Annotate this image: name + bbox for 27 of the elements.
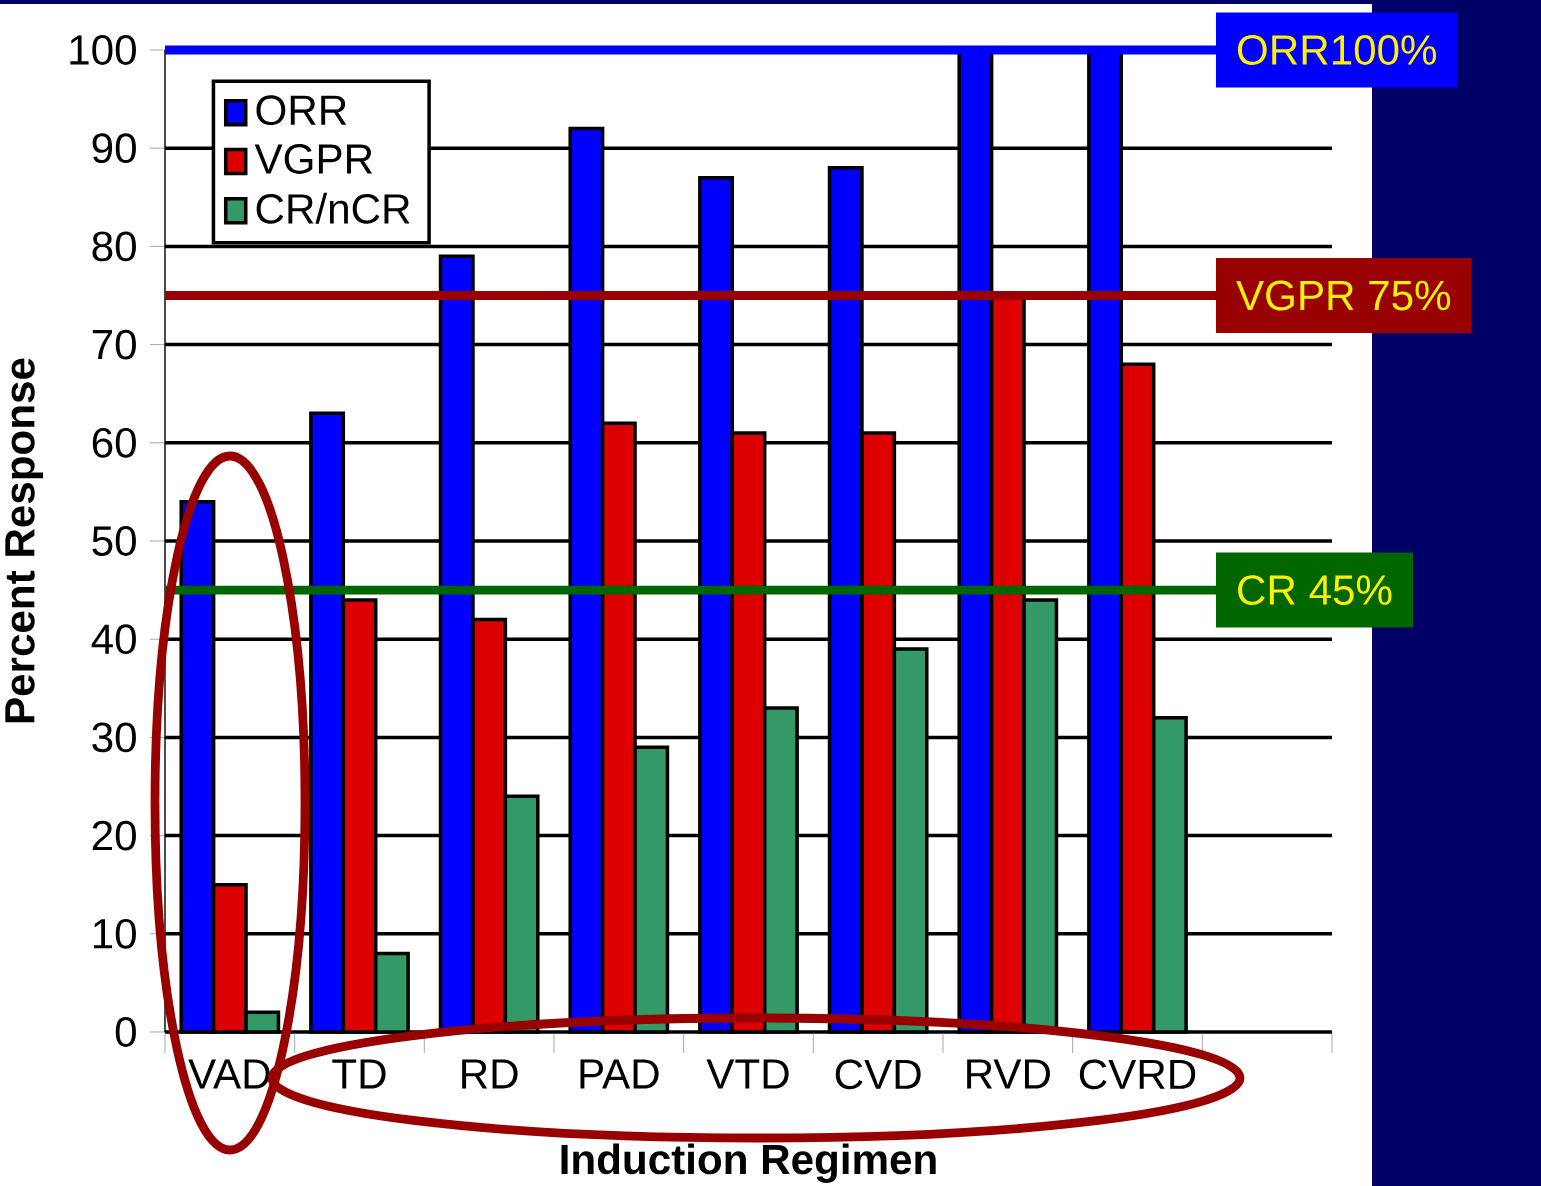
- y-tick-label: 20: [92, 820, 136, 851]
- x-tick-label: VTD: [706, 1059, 789, 1089]
- y-tick-label: 70: [92, 329, 136, 360]
- x-tick-label: TD: [332, 1059, 386, 1089]
- y-tick-label: 40: [91, 624, 136, 655]
- x-tick-label: RD: [462, 1059, 518, 1089]
- y-tick-label: 90: [92, 133, 136, 164]
- x-tick-label: PAD: [580, 1059, 659, 1089]
- y-tick-label: 60: [92, 427, 136, 458]
- ref-line-label: CR 45%: [1238, 575, 1392, 605]
- legend-label: CR/nCR: [256, 192, 410, 224]
- x-axis-title: Induction Regimen: [561, 1143, 936, 1183]
- x-tick-label: CVD: [835, 1059, 921, 1090]
- x-tick-label: VAD: [188, 1059, 270, 1089]
- y-tick-label: 80: [92, 231, 136, 262]
- y-tick-label: 10: [93, 918, 136, 949]
- y-tick-label: 0: [115, 1017, 136, 1047]
- x-tick-label: CVRD: [1079, 1059, 1196, 1090]
- y-tick-label: 100: [70, 35, 136, 65]
- x-tick-label: RVD: [967, 1059, 1050, 1089]
- y-tick-label: 50: [92, 526, 136, 556]
- legend-label: VGPR: [254, 144, 373, 174]
- ref-line-label: ORR100%: [1237, 35, 1437, 65]
- ref-line-label: VGPR 75%: [1236, 280, 1451, 311]
- y-tick-label: 30: [92, 722, 136, 753]
- legend-label: ORR: [256, 95, 347, 126]
- y-axis-title: Percent Response: [5, 358, 44, 723]
